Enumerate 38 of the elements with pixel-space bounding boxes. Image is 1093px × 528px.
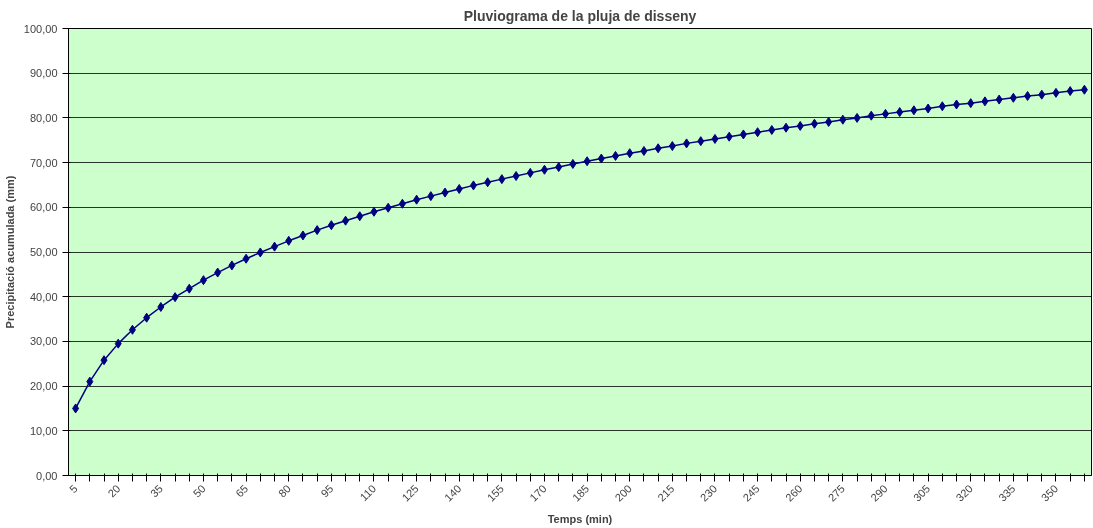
y-tick-label: 80,00 bbox=[29, 111, 58, 124]
x-tick-label: 110 bbox=[357, 482, 379, 504]
y-tick-label: 50,00 bbox=[29, 246, 58, 258]
y-tick-label: 10,00 bbox=[29, 424, 58, 437]
x-axis-title: Temps (min) bbox=[547, 513, 613, 526]
y-tick-label: 40,00 bbox=[29, 290, 58, 303]
y-axis-title: Precipitació acumulada (mm) bbox=[3, 175, 16, 329]
x-tick-label: 335 bbox=[996, 482, 1018, 504]
x-tick-label: 35 bbox=[147, 482, 166, 500]
x-tick-label: 155 bbox=[484, 482, 507, 504]
y-tick-label: 30,00 bbox=[29, 335, 58, 348]
x-tick-label: 65 bbox=[233, 482, 251, 500]
y-tick-label: 90,00 bbox=[29, 67, 58, 80]
x-tick-label: 140 bbox=[442, 482, 464, 504]
x-tick-label: 200 bbox=[612, 482, 634, 504]
x-tick-label: 320 bbox=[953, 482, 975, 504]
x-tick-label: 305 bbox=[910, 482, 933, 504]
x-tick-label: 80 bbox=[275, 482, 293, 500]
y-tick-label: 100,00 bbox=[23, 22, 58, 35]
x-tick-label: 275 bbox=[825, 482, 848, 504]
y-tick-label: 70,00 bbox=[29, 156, 58, 169]
x-tick-label: 170 bbox=[527, 482, 549, 504]
x-tick-label: 290 bbox=[868, 482, 890, 504]
x-tick-label: 20 bbox=[105, 482, 123, 500]
y-tick-label: 20,00 bbox=[29, 380, 58, 393]
y-tick-label: 0,00 bbox=[36, 469, 58, 482]
x-tick-label: 5 bbox=[67, 482, 80, 496]
x-tick-label: 230 bbox=[697, 482, 720, 504]
x-tick-label: 260 bbox=[783, 482, 805, 504]
x-tick-label: 125 bbox=[399, 482, 421, 504]
y-tick-label: 60,00 bbox=[29, 201, 58, 214]
x-tick-label: 95 bbox=[318, 482, 336, 500]
x-tick-label: 245 bbox=[740, 482, 762, 504]
x-tick-label: 50 bbox=[190, 482, 208, 500]
x-tick-label: 185 bbox=[569, 482, 592, 504]
x-tick-label: 350 bbox=[1038, 482, 1061, 504]
x-tick-label: 215 bbox=[655, 482, 677, 504]
chart-title: Pluviograma de la pluja de disseny bbox=[463, 7, 697, 24]
